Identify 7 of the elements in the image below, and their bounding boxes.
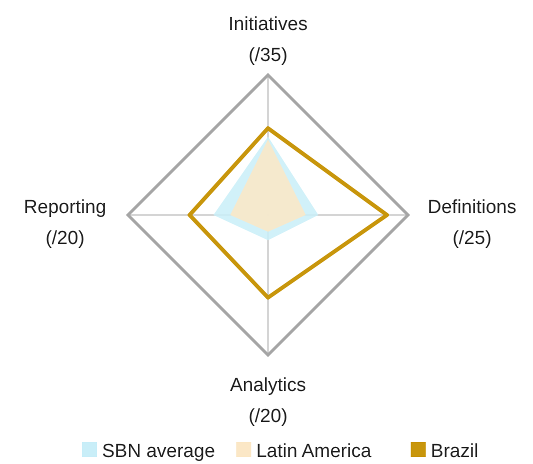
legend-label: Latin America — [256, 441, 372, 462]
legend-label: Brazil — [430, 441, 478, 462]
legend-label: SBN average — [102, 441, 216, 462]
spoke-label: Analytics (/20) — [230, 375, 306, 427]
spoke-label: Definitions (/25) — [428, 197, 516, 249]
spoke-label: Reporting (/20) — [24, 197, 106, 249]
spoke-label: Initiatives (/35) — [228, 14, 308, 66]
